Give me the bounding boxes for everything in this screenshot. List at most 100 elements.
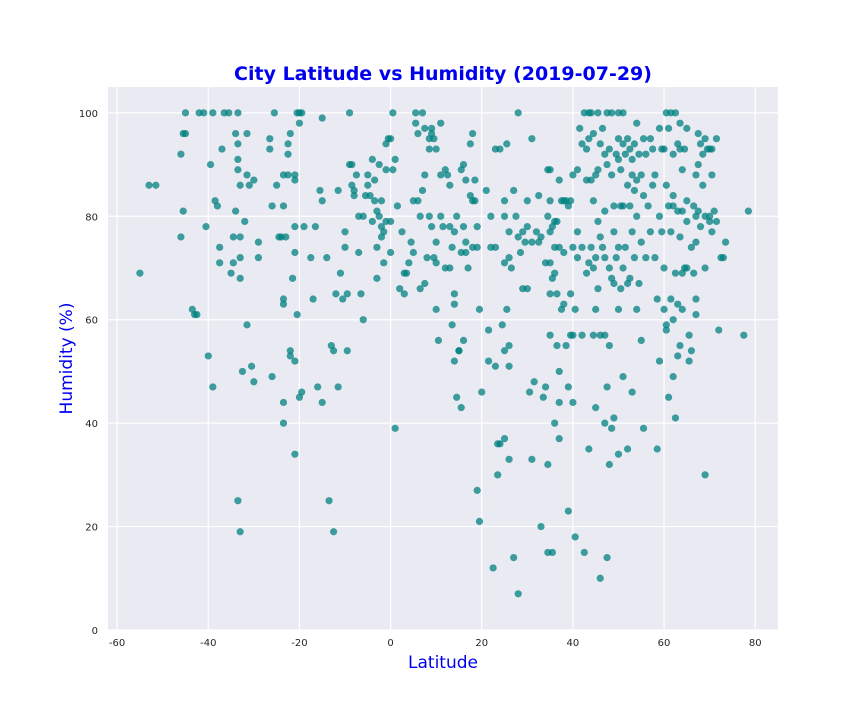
data-point <box>288 274 297 282</box>
data-point <box>578 331 586 339</box>
data-point <box>343 290 351 298</box>
data-point <box>371 197 379 205</box>
data-point <box>523 285 531 293</box>
data-point <box>466 140 474 148</box>
data-point <box>455 347 463 355</box>
data-point <box>355 248 363 257</box>
data-point <box>596 574 604 582</box>
x-tick-label: -60 <box>109 638 125 649</box>
data-point <box>459 336 468 344</box>
data-point <box>273 181 281 189</box>
data-point <box>334 186 342 195</box>
data-point <box>678 207 686 215</box>
data-point <box>555 435 563 443</box>
data-point <box>464 264 472 272</box>
data-point <box>555 243 563 251</box>
data-point <box>589 129 598 138</box>
data-point <box>708 228 716 236</box>
data-point <box>548 548 556 557</box>
data-point <box>352 171 361 179</box>
x-tick-label: 0 <box>387 638 393 649</box>
data-point <box>330 528 338 536</box>
data-point <box>605 264 613 272</box>
data-point <box>598 243 607 251</box>
data-point <box>300 223 308 231</box>
data-point <box>669 192 677 200</box>
data-point <box>669 373 677 381</box>
data-point <box>475 305 484 313</box>
data-point <box>740 331 748 339</box>
data-point <box>298 388 306 396</box>
data-point <box>234 497 242 505</box>
data-point <box>712 135 721 143</box>
data-point <box>667 228 675 236</box>
data-point <box>537 233 545 241</box>
data-point <box>443 171 452 179</box>
data-point <box>473 486 481 494</box>
data-point <box>343 347 351 355</box>
data-point <box>204 352 212 360</box>
data-point <box>626 202 634 210</box>
data-point <box>462 238 470 246</box>
data-point <box>279 202 288 210</box>
data-point <box>412 109 420 117</box>
data-point <box>418 186 427 195</box>
data-point <box>432 305 440 313</box>
data-point <box>453 212 461 220</box>
data-point <box>507 264 515 272</box>
data-point <box>291 450 299 458</box>
data-point <box>694 207 702 215</box>
data-point <box>462 248 470 257</box>
data-point <box>241 217 249 226</box>
data-point <box>646 135 654 143</box>
data-point <box>546 166 554 174</box>
data-point <box>683 217 691 226</box>
data-point <box>503 140 511 148</box>
data-point <box>692 238 700 246</box>
data-point <box>450 300 458 308</box>
data-point <box>414 197 422 205</box>
data-point <box>311 223 319 231</box>
data-point <box>336 269 345 277</box>
data-point <box>639 135 648 143</box>
data-point <box>669 316 677 324</box>
grid-lines <box>108 87 778 631</box>
data-point <box>286 129 294 138</box>
data-point <box>234 155 242 163</box>
data-point <box>514 590 522 598</box>
data-point <box>236 181 244 189</box>
data-point <box>475 517 484 526</box>
data-point <box>628 228 636 236</box>
data-point <box>432 145 440 153</box>
data-point <box>291 223 299 231</box>
data-point <box>216 259 224 267</box>
data-point <box>268 373 276 381</box>
data-point <box>701 264 709 272</box>
data-point <box>692 310 700 319</box>
data-point <box>662 321 670 329</box>
data-point <box>614 243 623 251</box>
data-point <box>523 223 531 231</box>
data-point <box>284 150 292 158</box>
data-point <box>416 285 424 293</box>
data-point <box>514 233 522 241</box>
data-point <box>639 424 648 432</box>
data-point <box>601 254 609 262</box>
data-point <box>409 248 417 257</box>
data-point <box>708 145 716 153</box>
data-point <box>665 393 673 401</box>
data-point <box>630 254 639 262</box>
data-point <box>596 140 604 148</box>
data-point <box>364 171 372 179</box>
data-point <box>432 238 440 246</box>
data-point <box>423 254 431 262</box>
data-point <box>437 171 445 179</box>
data-point <box>450 357 458 365</box>
data-point <box>564 383 572 391</box>
data-point <box>136 269 144 277</box>
data-point <box>496 145 504 153</box>
data-point <box>391 155 399 163</box>
data-point <box>375 212 383 220</box>
data-point <box>646 228 654 236</box>
